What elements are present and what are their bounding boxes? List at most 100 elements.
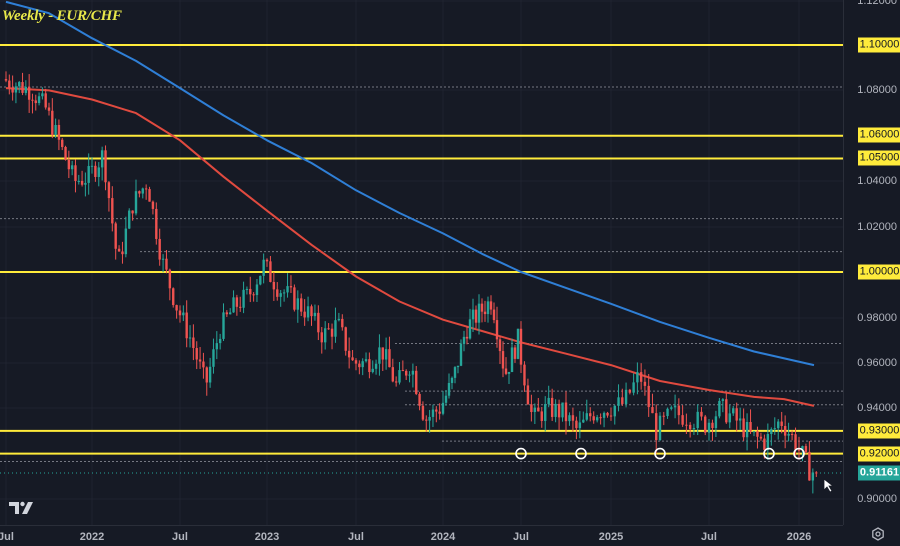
candle <box>245 286 249 295</box>
candle <box>239 296 242 312</box>
candle <box>341 314 344 331</box>
dotted-reference-lines <box>0 86 843 474</box>
candle <box>358 360 361 375</box>
price-tick-label: 0.90000 <box>857 493 897 505</box>
candle <box>492 302 496 324</box>
candle <box>759 432 763 441</box>
horizontal-level-lines <box>0 44 843 455</box>
candle <box>632 373 635 396</box>
candle <box>54 118 57 139</box>
candle <box>313 304 317 321</box>
candle <box>450 376 454 390</box>
tradingview-logo-icon[interactable] <box>8 500 34 516</box>
candle <box>276 282 279 301</box>
candle <box>544 396 547 432</box>
candle <box>513 344 517 363</box>
level-price-label: 1.05000 <box>858 150 900 166</box>
candle <box>208 357 212 388</box>
candle <box>498 336 502 364</box>
candle <box>526 378 530 405</box>
time-tick-label: 2024 <box>430 531 456 543</box>
candle <box>756 426 759 449</box>
candle <box>344 326 347 356</box>
candle <box>104 145 107 191</box>
moving-average-blue-line[interactable] <box>5 0 815 367</box>
candle <box>624 382 628 408</box>
candle <box>489 295 493 315</box>
moving-average-red-line[interactable] <box>5 87 815 407</box>
candle <box>286 273 289 298</box>
candle <box>74 159 77 193</box>
candle <box>228 308 232 315</box>
candle <box>141 187 144 199</box>
candle <box>195 341 198 370</box>
price-axis[interactable]: 1.12000 1.08000 1.04000 1.02000 0.98000 0.960… <box>843 0 900 525</box>
candle <box>202 352 205 379</box>
candle <box>554 399 557 423</box>
time-axis[interactable]: Jul 2022 Jul 2023 Jul 2024 Jul 2025 Jul 2026 <box>0 525 843 546</box>
level-price-label: 0.92000 <box>858 446 900 462</box>
candle <box>107 181 111 212</box>
time-tick-label: Jul <box>0 531 14 543</box>
candle <box>371 360 374 374</box>
candle <box>134 179 138 216</box>
candle <box>364 352 368 363</box>
candle <box>602 411 606 428</box>
candle <box>735 402 738 432</box>
candle <box>673 394 677 419</box>
candle <box>61 137 64 151</box>
candle <box>557 399 561 430</box>
candle <box>415 365 418 396</box>
chart-plot-area[interactable] <box>0 0 843 525</box>
price-tick-label: 0.98000 <box>857 312 897 324</box>
candle <box>688 422 692 438</box>
candle <box>578 411 582 439</box>
candle <box>547 385 550 408</box>
candle <box>148 186 151 202</box>
candle <box>811 468 815 494</box>
settings-gear-icon[interactable] <box>871 527 885 541</box>
mouse-pointer-icon <box>823 478 835 493</box>
circle-marker-icon <box>763 447 775 460</box>
candle <box>320 326 323 354</box>
candle <box>790 430 794 441</box>
candle <box>381 347 384 371</box>
candle <box>330 323 334 350</box>
candle <box>192 324 195 361</box>
candle <box>44 88 47 110</box>
candle <box>222 303 225 342</box>
candle <box>64 145 67 161</box>
candle <box>456 365 460 374</box>
candle <box>131 210 134 221</box>
candlestick-series <box>4 71 818 494</box>
candle <box>507 371 511 385</box>
circle-marker-icon <box>515 447 527 460</box>
candle <box>182 305 185 322</box>
candle <box>486 296 490 323</box>
candle <box>188 325 192 348</box>
candle <box>172 287 175 308</box>
level-price-label: 1.00000 <box>858 264 900 280</box>
candle <box>777 419 780 440</box>
candle <box>700 407 703 421</box>
candle <box>732 405 735 416</box>
candle <box>609 407 613 421</box>
candle <box>495 306 499 348</box>
candle <box>428 409 431 433</box>
candle <box>787 422 790 442</box>
candle <box>425 415 428 432</box>
candle <box>519 321 523 373</box>
price-tick-label: 1.08000 <box>857 84 897 96</box>
candle <box>477 294 481 335</box>
candle <box>613 404 616 425</box>
candle <box>368 352 371 379</box>
support-touch-markers <box>515 447 805 460</box>
candle <box>178 305 182 323</box>
candle <box>34 94 37 111</box>
candle <box>621 388 624 406</box>
candle <box>337 312 341 322</box>
candle <box>685 413 688 435</box>
time-tick-label: Jul <box>348 531 364 543</box>
candle <box>21 72 24 96</box>
